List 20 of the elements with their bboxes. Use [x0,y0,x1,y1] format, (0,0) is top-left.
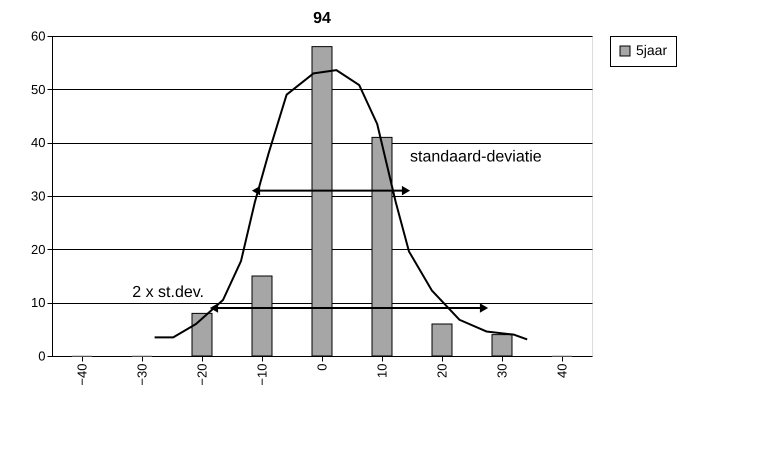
annotation: standaard-deviatie [410,148,542,166]
chart-title: 94 [313,10,331,27]
y-tick-label: 0 [38,348,46,364]
x-tick-label: −10 [254,364,270,386]
legend-label: 5jaar [636,42,668,58]
x-tick-label: 30 [494,364,510,378]
x-tick-label: −40 [74,364,90,386]
y-tick-label: 40 [31,135,46,150]
x-tick-label: −30 [134,364,150,386]
y-tick-label: 50 [31,82,46,97]
x-tick-label: 0 [314,364,330,371]
x-tick-label: 10 [374,364,390,378]
x-tick-label: −20 [194,364,210,386]
y-tick-label: 60 [31,28,46,44]
y-tick-label: 20 [31,242,46,257]
x-tick-label: 40 [554,364,570,378]
x-tick-label: 20 [434,364,450,378]
y-tick-label: 30 [31,188,46,204]
annotation: 2 x st.dev. [132,284,204,301]
y-tick-label: 10 [31,295,46,310]
